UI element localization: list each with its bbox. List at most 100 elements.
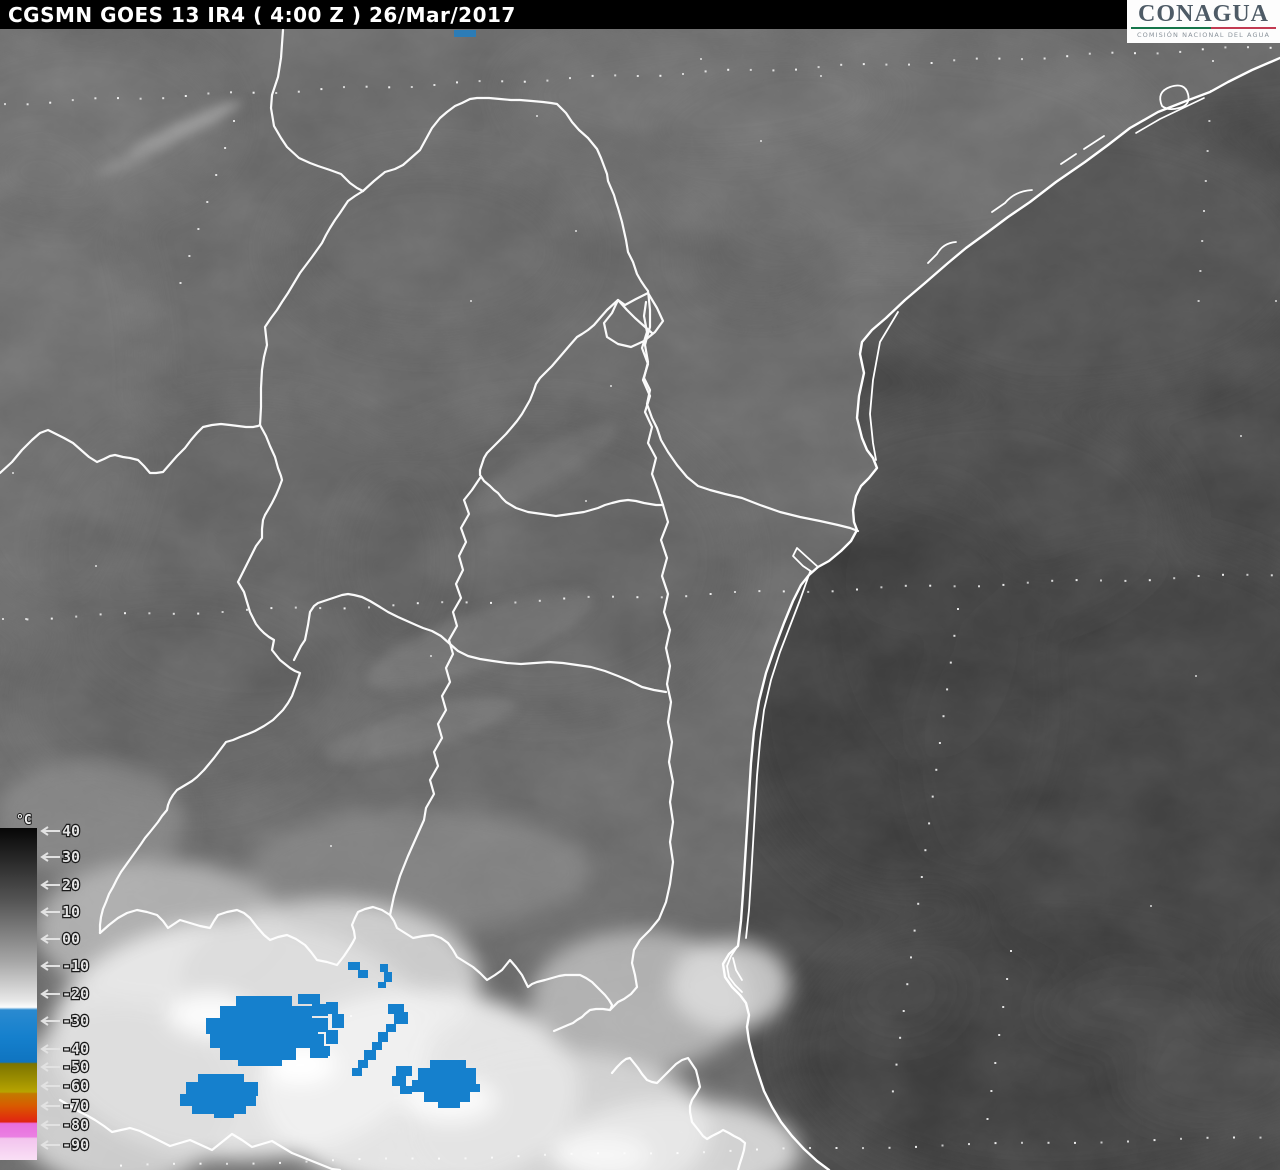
graticule-dot: [597, 1152, 599, 1155]
graticule-dot: [358, 1158, 361, 1161]
graticule-dot: [929, 584, 932, 587]
graticule-dot: [612, 595, 614, 598]
graticule-dot: [727, 68, 730, 71]
graticule-dot: [523, 80, 526, 83]
graticule-dot: [820, 75, 822, 77]
graticule-dot: [1224, 46, 1227, 49]
graticule-dot: [610, 385, 612, 387]
graticule-dot: [230, 91, 232, 94]
graticule-dot: [585, 500, 587, 502]
graticule-dot: [148, 612, 151, 615]
graticule-dot: [275, 92, 278, 94]
graticule-dot: [139, 97, 142, 100]
graticule-dot: [99, 613, 102, 616]
graticule-dot: [546, 79, 549, 82]
graticule-dot: [782, 1147, 785, 1150]
cold-cloud-patch-right: [392, 1060, 480, 1108]
scale-arrow-icon: [40, 934, 60, 944]
graticule-dot: [729, 1149, 732, 1152]
graticule-dot: [410, 86, 413, 88]
scale-label: -10: [62, 957, 89, 975]
border-coahuila-sw: [258, 189, 365, 427]
scale-label: -80: [62, 1116, 89, 1134]
graticule-dot: [994, 1142, 997, 1145]
image-title: CGSMN GOES 13 IR4 ( 4:00 Z ) 26/Mar/2017: [8, 2, 516, 27]
scale-label: 10: [62, 903, 80, 921]
graticule-dot: [975, 57, 978, 60]
graticule-dot: [470, 300, 472, 302]
graticule-dot: [906, 983, 909, 986]
conagua-logo-title: CONAGUA: [1138, 1, 1269, 27]
scale-label: -70: [62, 1097, 89, 1115]
graticule-dot: [12, 472, 14, 474]
border-rio-grande: [361, 96, 860, 533]
cold-cloud-chain: [352, 1004, 408, 1076]
graticule-dot: [749, 68, 752, 71]
scale-arrow-icon: [40, 989, 60, 999]
graticule-dot: [760, 140, 762, 142]
graticule-dot: [319, 607, 322, 610]
graticule-dot: [998, 57, 1001, 60]
scale-label: 00: [62, 930, 80, 948]
graticule-dot: [179, 282, 182, 284]
graticule-dot: [998, 1034, 1001, 1036]
graticule-dot: [862, 63, 865, 66]
graticule-dot: [895, 1063, 898, 1066]
graticule-dot: [1047, 1141, 1050, 1144]
graticule-dot: [570, 1152, 573, 1155]
graticule-dot: [1210, 90, 1213, 92]
graticule-dot: [930, 62, 933, 64]
graticule-dot: [197, 612, 200, 615]
graticule-dot: [1199, 270, 1202, 272]
graticule-dot: [734, 591, 736, 593]
graticule-dot: [207, 92, 210, 95]
graticule-dot: [294, 606, 297, 609]
bay-galveston: [1159, 84, 1190, 111]
scale-arrow-icon: [40, 1044, 60, 1054]
graticule-dot: [1195, 675, 1197, 677]
graticule-dot: [942, 715, 945, 718]
graticule-dot: [831, 590, 834, 593]
border-sw-descent: [388, 476, 482, 917]
temperature-scale: °C 40 30 20 10 00 -10 -20 -30 -40-50-60 -70-80 -90: [0, 812, 90, 1160]
graticule-dot: [1173, 577, 1176, 580]
graticule-dot: [880, 586, 883, 589]
cold-cloud-patch-large: [206, 994, 344, 1066]
graticule-dot: [1074, 1141, 1076, 1144]
graticule-dot: [330, 845, 332, 847]
border-zacatecas-line: [98, 423, 302, 935]
graticule-dot: [862, 1147, 864, 1150]
graticule-dot: [772, 69, 775, 72]
graticule-dot: [270, 607, 273, 610]
graticule-dot: [501, 80, 504, 83]
graticule-dot: [162, 97, 165, 100]
graticule-dot: [1153, 1139, 1156, 1142]
scale-arrow-icon: [40, 907, 60, 917]
graticule-dot: [910, 956, 912, 959]
graticule-dot: [1075, 579, 1078, 582]
graticule-dot: [1127, 1140, 1129, 1143]
graticule-dot: [514, 601, 517, 604]
graticule-dot: [908, 63, 910, 66]
graticule-dot: [709, 593, 712, 595]
graticule-dot: [953, 59, 956, 62]
graticule-dot: [343, 607, 346, 610]
graticule-dot: [917, 902, 920, 905]
graticule-dot: [536, 115, 538, 117]
graticule-dot: [146, 1163, 149, 1166]
graticule-dot: [891, 1090, 894, 1093]
graticule-dot: [71, 99, 74, 102]
graticule-dot: [1179, 50, 1182, 53]
graticule-dot: [1006, 978, 1009, 980]
graticule-dot: [659, 74, 662, 77]
graticule-dot: [252, 91, 255, 94]
graticule-dot: [1270, 574, 1273, 577]
graticule-dot: [320, 88, 323, 91]
graticule-dot: [385, 1157, 387, 1160]
graticule-dot: [953, 585, 956, 588]
graticule-dot: [1134, 52, 1136, 55]
graticule-dot: [758, 590, 761, 593]
scale-label: -60: [62, 1077, 89, 1095]
graticule-dot: [1206, 150, 1209, 152]
